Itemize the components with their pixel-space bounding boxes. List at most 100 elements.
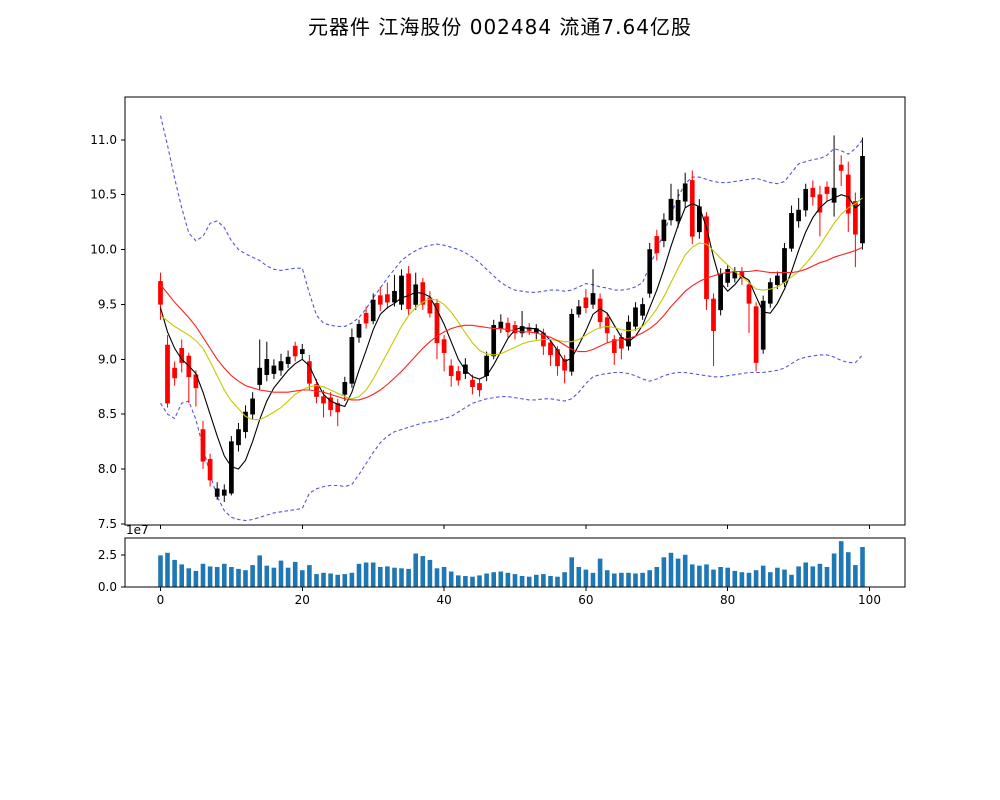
volume-bar (838, 541, 844, 587)
volume-tick-label: 0.0 (98, 580, 117, 594)
candle (782, 243, 787, 287)
volume-bar (222, 563, 227, 587)
volume-bar (356, 563, 362, 587)
candle (363, 306, 369, 329)
candle (775, 271, 780, 290)
volume-bar (406, 568, 411, 587)
candle (200, 420, 206, 469)
volume-bar (420, 556, 426, 587)
price-tick-label: 11.0 (90, 133, 117, 147)
volume-bar (604, 570, 610, 587)
bollinger-lower-line (160, 354, 863, 522)
candle (803, 183, 809, 217)
x-tick-label: 40 (436, 593, 451, 607)
candle (335, 398, 341, 427)
ma-slow-line (160, 246, 863, 401)
candle (498, 314, 504, 333)
price-tick-label: 10.5 (90, 188, 117, 202)
volume-bar (335, 574, 340, 588)
candle (789, 205, 794, 252)
volume-bar (633, 573, 638, 587)
volume-bar (172, 559, 177, 587)
volume-bar (718, 567, 723, 587)
candle (186, 352, 192, 404)
candle (406, 266, 411, 316)
volume-bar (775, 567, 780, 587)
candle (179, 339, 185, 373)
main-panel-frame (124, 96, 906, 526)
price-tick-label: 10.0 (90, 243, 117, 257)
candle (441, 335, 447, 372)
candle (193, 370, 199, 407)
volume-bar (278, 560, 284, 587)
candle (285, 350, 291, 369)
volume-bar (824, 567, 830, 587)
volume-bar (179, 564, 184, 587)
candle (399, 269, 404, 310)
volume-bar (385, 566, 390, 587)
candle (505, 317, 511, 338)
volume-bar (349, 572, 355, 587)
volume-bar (640, 572, 645, 587)
candle (647, 243, 653, 298)
volume-bar (590, 572, 596, 587)
volume-bar (236, 568, 241, 587)
volume-bar (229, 567, 234, 587)
bollinger-upper-line (159, 115, 863, 327)
volume-bar (597, 558, 603, 587)
volume-bar (193, 570, 199, 587)
volume-bar (463, 576, 468, 587)
volume-bar (470, 576, 475, 587)
candle (697, 199, 702, 239)
candle (562, 354, 567, 384)
candle (760, 295, 766, 354)
volume-bar (682, 554, 688, 587)
candle (767, 278, 773, 308)
volume-bars (158, 541, 865, 588)
volume-bar (456, 575, 461, 587)
volume-bar (739, 572, 745, 587)
candle (689, 170, 695, 245)
candle (682, 172, 688, 208)
volume-bar (661, 557, 667, 587)
volume-bar (782, 569, 787, 587)
volume-bar (519, 576, 525, 587)
price-tick-label: 8.5 (98, 407, 117, 421)
candle (633, 302, 638, 331)
volume-bar (654, 567, 660, 587)
candle (725, 264, 731, 287)
candle (853, 192, 858, 268)
volume-bar (392, 567, 397, 587)
volume-bar (789, 574, 794, 588)
candle (172, 361, 177, 386)
volume-bar (810, 566, 816, 587)
candle (158, 272, 163, 320)
volume-bar (562, 572, 567, 587)
x-tick-label: 100 (858, 593, 881, 607)
volume-bar (732, 570, 738, 587)
candle (470, 374, 475, 395)
volume-bar (491, 572, 496, 587)
candle (753, 302, 759, 372)
candle (838, 155, 844, 186)
volume-offset-label: 1e7 (126, 523, 149, 537)
candle (455, 365, 461, 386)
candle (675, 189, 681, 228)
price-tick-label: 7.5 (98, 517, 117, 531)
candle (392, 274, 397, 307)
candle (385, 282, 390, 309)
volume-bar (760, 565, 766, 587)
candle (271, 359, 277, 379)
candle (654, 229, 660, 261)
candle (328, 392, 333, 417)
volume-bar (363, 562, 369, 587)
volume-bar (853, 565, 858, 587)
candle (661, 213, 667, 248)
volume-bar (399, 568, 404, 587)
volume-bar (569, 557, 574, 587)
candle (229, 436, 234, 496)
candle (264, 341, 270, 382)
ma-mid-line (160, 197, 863, 421)
candle (477, 379, 482, 397)
